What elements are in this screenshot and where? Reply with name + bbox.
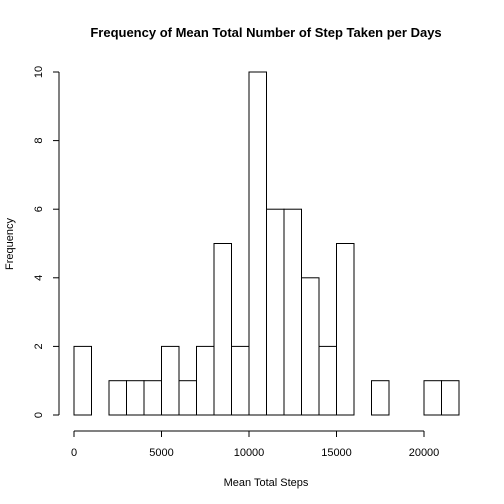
histogram-bar-17	[371, 380, 390, 416]
y-axis-label: Frequency	[4, 218, 16, 270]
x-tick-label: 15000	[321, 447, 352, 459]
y-tick-label: 2	[33, 343, 45, 349]
histogram-bar-13	[301, 277, 320, 416]
histogram-bar-9	[231, 345, 250, 416]
x-axis-label: Mean Total Steps	[224, 477, 309, 489]
chart-title: Frequency of Mean Total Number of Step T…	[90, 25, 441, 40]
histogram-bar-21	[441, 380, 460, 416]
histogram-bar-0	[73, 345, 92, 416]
histogram-bar-5	[161, 345, 180, 416]
histogram-bar-7	[196, 345, 215, 416]
x-tick-label: 10000	[234, 447, 265, 459]
y-tick-label: 0	[33, 412, 45, 418]
histogram-bar-20	[423, 380, 442, 416]
y-tick-label: 4	[33, 275, 45, 281]
x-tick-label: 5000	[149, 447, 173, 459]
histogram-bar-3	[126, 380, 145, 416]
histogram-bar-14	[318, 345, 337, 416]
y-tick-label: 6	[33, 206, 45, 212]
bars-group	[73, 71, 460, 416]
histogram-bar-4	[143, 380, 162, 416]
histogram-bar-15	[336, 243, 355, 416]
histogram-bar-10	[248, 71, 267, 416]
y-tick-label: 10	[33, 66, 45, 78]
histogram-bar-12	[283, 208, 302, 416]
histogram-bar-6	[178, 380, 197, 416]
histogram-bar-2	[108, 380, 127, 416]
x-tick-label: 20000	[409, 447, 440, 459]
y-axis: 0 2 4 6 8 10	[33, 66, 60, 418]
y-tick-label: 8	[33, 138, 45, 144]
histogram-bar-8	[213, 243, 232, 416]
histogram-bar-11	[266, 208, 285, 416]
x-tick-label: 0	[71, 447, 77, 459]
x-axis: 0 5000 10000 15000 20000	[71, 430, 440, 459]
